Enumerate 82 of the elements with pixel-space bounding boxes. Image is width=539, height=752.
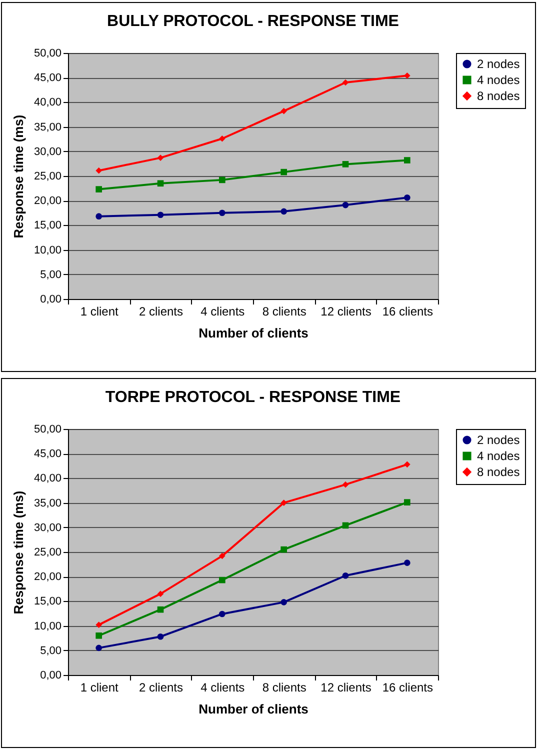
point — [157, 590, 164, 597]
point — [219, 610, 226, 618]
legend-label: 2 nodes — [477, 57, 520, 71]
legend-label: 8 nodes — [477, 465, 520, 479]
point — [219, 210, 226, 216]
y-tick-label: 20,00 — [34, 571, 62, 584]
legend-label: 4 nodes — [477, 449, 520, 463]
y-axis-title: Response time (ms) — [10, 114, 26, 238]
y-tick-label: 50,00 — [34, 48, 62, 60]
chart-title: BULLY PROTOCOL - RESPONSE TIME — [107, 13, 400, 30]
point — [96, 213, 102, 220]
point — [404, 461, 410, 468]
x-tick-label: 12 clients — [320, 304, 372, 318]
point — [342, 161, 349, 168]
x-tick-label: 12 clients — [320, 680, 372, 694]
point — [219, 176, 226, 184]
point — [280, 168, 287, 176]
point — [404, 72, 410, 79]
y-tick-label: 35,00 — [34, 121, 62, 134]
x-tick-label: 8 clients — [262, 304, 306, 318]
point — [280, 546, 287, 553]
point — [404, 499, 410, 506]
y-tick-label: 0,00 — [40, 294, 62, 306]
point — [219, 135, 226, 142]
y-tick-label: 5,00 — [40, 268, 62, 281]
y-tick-label: 5,00 — [40, 644, 62, 657]
point — [280, 500, 287, 506]
y-tick-label: 40,00 — [34, 96, 62, 109]
x-tick-label: 16 clients — [382, 680, 434, 694]
point — [404, 560, 410, 566]
y-tick-label: 15,00 — [34, 596, 62, 608]
legend-label: 2 nodes — [477, 433, 520, 447]
x-tick-label: 2 clients — [138, 680, 184, 694]
x-tick-label: 1 client — [80, 304, 120, 318]
point — [157, 212, 164, 218]
y-tick-label: 35,00 — [34, 497, 62, 510]
y-axis-title: Response time (ms) — [10, 490, 26, 614]
y-tick-label: 0,00 — [40, 670, 62, 682]
point — [157, 154, 164, 161]
y-tick-label: 20,00 — [34, 195, 62, 208]
point — [342, 481, 349, 488]
x-tick-label: 16 clients — [382, 304, 434, 318]
y-tick-label: 10,00 — [34, 620, 62, 632]
x-axis-title: Number of clients — [198, 326, 308, 340]
point — [157, 180, 164, 187]
point — [157, 606, 164, 613]
y-tick-label: 30,00 — [34, 146, 62, 158]
y-tick-label: 25,00 — [34, 170, 62, 182]
x-tick-label: 8 clients — [262, 680, 306, 694]
x-tick-label: 4 clients — [200, 680, 245, 694]
y-tick-label: 10,00 — [34, 244, 62, 256]
point — [342, 522, 349, 529]
y-tick-label: 45,00 — [34, 72, 62, 84]
y-tick-label: 45,00 — [34, 448, 62, 460]
point — [342, 572, 349, 579]
point — [96, 167, 102, 174]
point — [342, 202, 349, 208]
y-tick-label: 30,00 — [34, 522, 62, 534]
point — [404, 157, 410, 164]
point — [219, 552, 226, 560]
point — [219, 576, 226, 584]
legend-label: 8 nodes — [477, 89, 520, 103]
point — [404, 194, 410, 201]
point — [96, 632, 102, 639]
chart-title: TORPE PROTOCOL - RESPONSE TIME — [105, 389, 401, 406]
y-tick-label: 50,00 — [34, 424, 62, 436]
point — [96, 186, 102, 192]
point — [96, 644, 102, 652]
point — [280, 599, 287, 606]
point — [280, 108, 287, 114]
x-tick-label: 4 clients — [200, 304, 245, 318]
y-tick-label: 40,00 — [34, 472, 62, 485]
point — [96, 622, 102, 628]
y-tick-label: 15,00 — [34, 220, 62, 232]
point — [342, 79, 349, 86]
y-tick-label: 25,00 — [34, 546, 62, 558]
x-axis-title: Number of clients — [198, 702, 308, 716]
x-tick-label: 1 client — [80, 680, 120, 694]
point — [280, 208, 287, 215]
x-tick-label: 2 clients — [138, 304, 184, 318]
point — [157, 633, 164, 640]
legend-label: 4 nodes — [477, 73, 520, 87]
